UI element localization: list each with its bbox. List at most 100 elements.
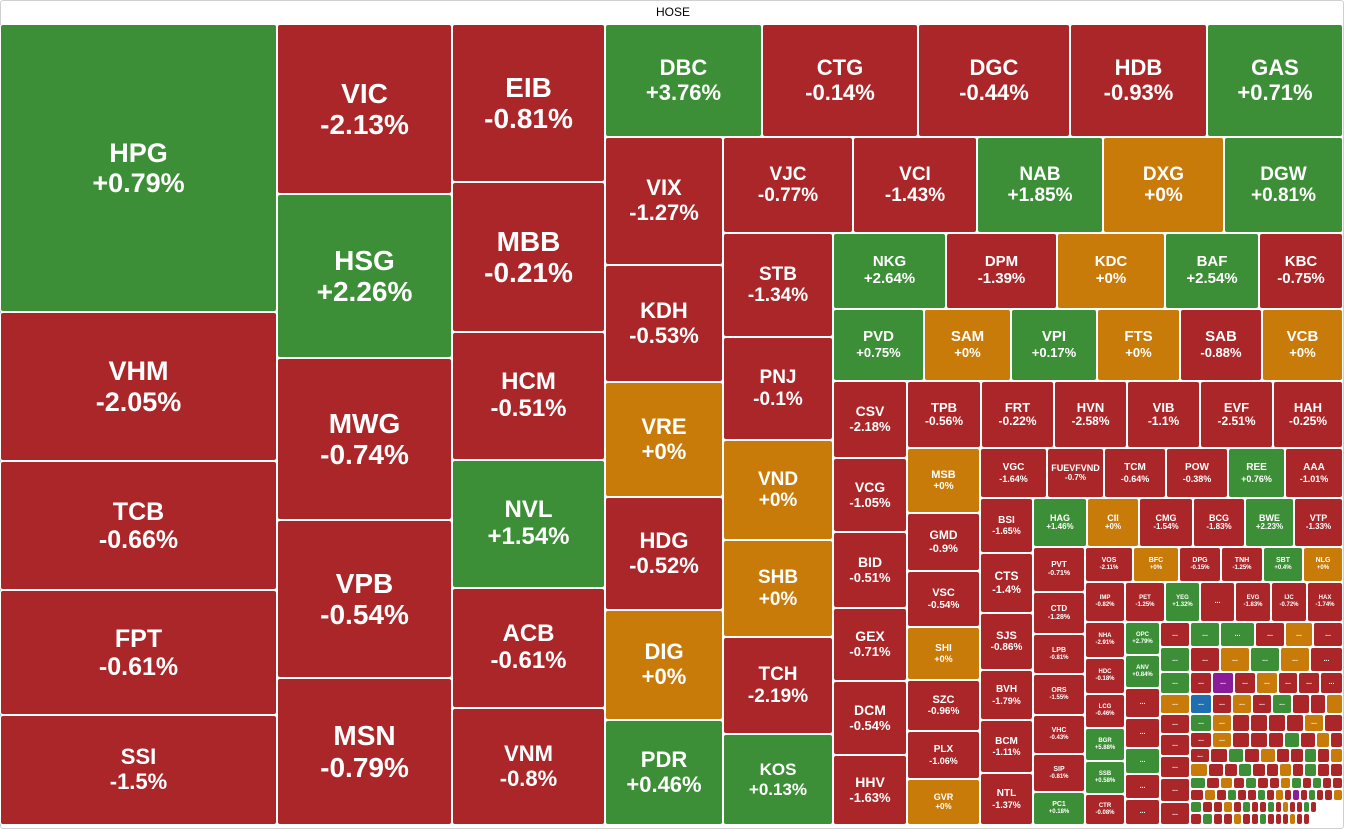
tile-small[interactable]: ... — [1232, 694, 1252, 714]
tile-dxg[interactable]: DXG +0% — [1103, 137, 1224, 233]
tile-small[interactable] — [1276, 748, 1290, 763]
tile-fuevfvnd[interactable]: FUEVFVND -0.7% — [1047, 448, 1104, 498]
tile-vos[interactable]: VOS -2.11% — [1085, 547, 1133, 582]
tile-frt[interactable]: FRT -0.22% — [981, 381, 1054, 448]
tile-hpg[interactable]: HPG +0.79% — [0, 24, 277, 312]
tile-sab[interactable]: SAB -0.88% — [1180, 309, 1262, 381]
tile-kbc[interactable]: KBC -0.75% — [1259, 233, 1343, 309]
tile-small[interactable] — [1242, 801, 1251, 813]
tile-small[interactable] — [1245, 777, 1257, 789]
tile-sip[interactable]: SIP -0.81% — [1033, 754, 1085, 792]
tile-small[interactable]: ... — [1220, 647, 1250, 672]
tile-imp[interactable]: IMP -0.82% — [1085, 582, 1125, 622]
tile-cts[interactable]: CTS -1.4% — [980, 553, 1033, 613]
tile-small[interactable] — [1324, 789, 1333, 801]
tile-small[interactable] — [1280, 777, 1291, 789]
tile-dpm[interactable]: DPM -1.39% — [946, 233, 1057, 309]
tile-dig[interactable]: DIG +0% — [605, 610, 723, 720]
tile-small[interactable] — [1282, 813, 1289, 825]
tile-dpg[interactable]: DPG -0.15% — [1179, 547, 1221, 582]
tile-small[interactable] — [1312, 777, 1322, 789]
tile-small[interactable] — [1190, 813, 1202, 825]
tile-hag[interactable]: HAG +1.46% — [1033, 498, 1087, 547]
tile-gex[interactable]: GEX -0.71% — [833, 608, 907, 681]
tile-small[interactable]: ... — [1160, 802, 1190, 825]
tile-hhv[interactable]: HHV -1.63% — [833, 755, 907, 825]
tile-small[interactable] — [1296, 801, 1303, 813]
tile-hsg[interactable]: HSG +2.26% — [277, 194, 452, 358]
tile-small[interactable] — [1252, 763, 1266, 777]
tile-small[interactable] — [1259, 801, 1267, 813]
tile-kdc[interactable]: KDC +0% — [1057, 233, 1165, 309]
tile-small[interactable] — [1251, 813, 1259, 825]
tile-vnd[interactable]: VND +0% — [723, 440, 833, 540]
tile-small[interactable] — [1190, 777, 1206, 789]
tile-small[interactable] — [1268, 714, 1286, 732]
tile-small[interactable]: ... — [1160, 778, 1190, 802]
tile-small[interactable] — [1202, 801, 1213, 813]
tile-aaa[interactable]: AAA -1.01% — [1285, 448, 1343, 498]
tile-small[interactable] — [1289, 813, 1296, 825]
tile-stb[interactable]: STB -1.34% — [723, 233, 833, 337]
tile-small[interactable] — [1233, 813, 1242, 825]
tile-small[interactable]: ... — [1190, 694, 1212, 714]
tile-small[interactable] — [1304, 748, 1317, 763]
tile-msb[interactable]: MSB +0% — [907, 448, 980, 513]
tile-vpi[interactable]: VPI +0.17% — [1011, 309, 1097, 381]
tile-small[interactable]: ... — [1304, 714, 1324, 732]
tile-small[interactable]: ... — [1298, 672, 1320, 694]
tile-small[interactable]: ... — [1280, 647, 1310, 672]
tile-small[interactable] — [1268, 732, 1284, 748]
tile-bcg[interactable]: BCG -1.83% — [1193, 498, 1245, 547]
tile-small[interactable] — [1190, 789, 1204, 801]
tile-small[interactable]: ... — [1160, 694, 1190, 714]
tile-small[interactable] — [1316, 789, 1324, 801]
tile-vhc[interactable]: VHC -0.43% — [1033, 715, 1085, 754]
tile-sbt[interactable]: SBT +0.4% — [1263, 547, 1303, 582]
tile-small[interactable] — [1208, 763, 1224, 777]
tile-shb[interactable]: SHB +0% — [723, 540, 833, 637]
tile-small[interactable] — [1190, 763, 1208, 777]
tile-yeg[interactable]: YEG +1.32% — [1165, 582, 1200, 622]
tile-ijc[interactable]: IJC -0.72% — [1271, 582, 1307, 622]
tile-szc[interactable]: SZC -0.96% — [907, 680, 980, 731]
tile-ntl[interactable]: NTL -1.37% — [980, 773, 1033, 825]
tile-ctr[interactable]: CTR -0.08% — [1085, 794, 1125, 825]
tile-small[interactable] — [1333, 789, 1343, 801]
tile-dgw[interactable]: DGW +0.81% — [1224, 137, 1343, 233]
tile-small[interactable] — [1232, 714, 1250, 732]
tile-small[interactable]: ... — [1125, 688, 1160, 718]
tile-bwe[interactable]: BWE +2.23% — [1245, 498, 1294, 547]
tile-hax[interactable]: HAX -1.74% — [1307, 582, 1343, 622]
tile-bvh[interactable]: BVH -1.79% — [980, 670, 1033, 720]
tile-bsi[interactable]: BSI -1.65% — [980, 498, 1033, 553]
tile-small[interactable] — [1310, 801, 1317, 813]
tile-small[interactable] — [1317, 748, 1330, 763]
tile-small[interactable] — [1250, 714, 1268, 732]
tile-small[interactable] — [1310, 694, 1326, 714]
tile-vtp[interactable]: VTP -1.33% — [1294, 498, 1343, 547]
tile-gas[interactable]: GAS +0.71% — [1207, 24, 1343, 137]
tile-small[interactable] — [1284, 789, 1292, 801]
tile-nab[interactable]: NAB +1.85% — [977, 137, 1103, 233]
tile-small[interactable]: ... — [1272, 694, 1292, 714]
tile-small[interactable] — [1233, 777, 1245, 789]
tile-vjc[interactable]: VJC -0.77% — [723, 137, 853, 233]
tile-cii[interactable]: CII +0% — [1087, 498, 1139, 547]
tile-small[interactable] — [1242, 813, 1251, 825]
tile-small[interactable]: ... — [1285, 622, 1313, 647]
tile-small[interactable] — [1275, 789, 1284, 801]
tile-small[interactable] — [1292, 763, 1304, 777]
tile-small[interactable] — [1292, 694, 1310, 714]
tile-small[interactable] — [1202, 813, 1213, 825]
tile-small[interactable] — [1330, 763, 1343, 777]
tile-small[interactable]: ... — [1125, 799, 1160, 825]
tile-small[interactable] — [1213, 813, 1223, 825]
tile-small[interactable] — [1266, 763, 1279, 777]
tile-small[interactable] — [1266, 789, 1275, 801]
tile-baf[interactable]: BAF +2.54% — [1165, 233, 1259, 309]
tile-small[interactable] — [1233, 801, 1242, 813]
tile-small[interactable] — [1316, 732, 1330, 748]
tile-bfc[interactable]: BFC +0% — [1133, 547, 1179, 582]
tile-small[interactable]: ... — [1160, 756, 1190, 778]
